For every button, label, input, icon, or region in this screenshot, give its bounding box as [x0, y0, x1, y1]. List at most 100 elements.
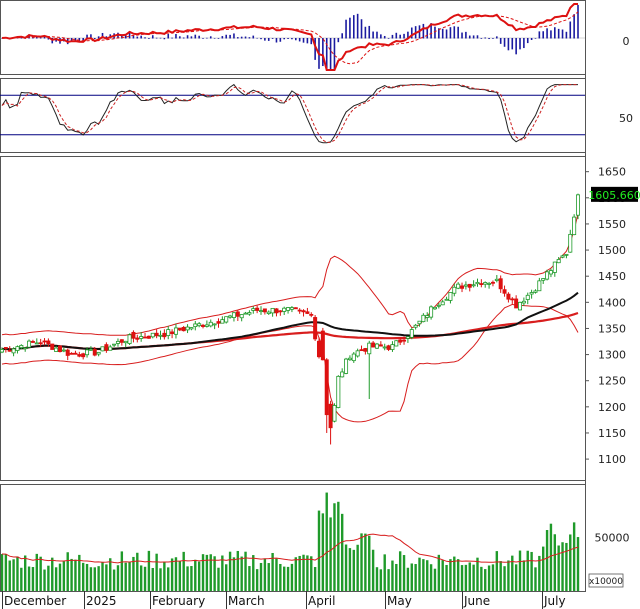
- candle-body: [220, 319, 225, 324]
- candle-body: [518, 301, 523, 311]
- candle-body: [239, 314, 244, 319]
- price-tick-label: 1250: [598, 375, 626, 388]
- volume-bar: [545, 530, 549, 591]
- candle-body: [313, 317, 318, 340]
- volume-bar: [317, 510, 321, 591]
- candle-body: [162, 332, 167, 338]
- candle-body: [390, 344, 395, 350]
- volume-bar: [557, 545, 560, 591]
- volume-bar: [101, 561, 104, 591]
- candle-body: [386, 345, 391, 350]
- volume-bar: [565, 542, 568, 591]
- candle-body: [332, 405, 337, 422]
- candle-body: [112, 343, 117, 346]
- volume-bar: [422, 559, 425, 591]
- panel-frame: [0, 0, 586, 75]
- volume-bar: [340, 513, 344, 591]
- price-tick-label: 1550: [598, 218, 626, 231]
- price-tick-label: 1450: [598, 270, 626, 283]
- volume-bar: [279, 563, 282, 591]
- volume-bar: [298, 555, 301, 591]
- candle-body: [146, 335, 151, 339]
- volume-bar: [16, 556, 19, 591]
- price-panel: [0, 193, 581, 445]
- volume-bar: [433, 568, 437, 591]
- volume-bar: [74, 559, 77, 591]
- candle-body: [324, 359, 329, 416]
- x-tick-label: December: [4, 594, 66, 608]
- price-tick-label: 1150: [598, 427, 626, 440]
- stochastic-k-line: [1, 83, 578, 144]
- panel-frame: [0, 156, 586, 481]
- candle-body: [293, 307, 298, 310]
- candle-body: [143, 336, 148, 339]
- volume-bar: [302, 554, 305, 591]
- candle-body: [54, 347, 59, 352]
- candle-body: [154, 332, 159, 337]
- volume-bar: [325, 492, 328, 591]
- volume-bar: [329, 517, 332, 591]
- candle-body: [189, 327, 194, 330]
- volume-bar: [221, 555, 224, 591]
- candle-body: [498, 278, 503, 290]
- volume-bar: [105, 564, 108, 591]
- candle-body: [77, 354, 82, 357]
- candle-body: [413, 324, 418, 328]
- candle-body: [483, 282, 488, 285]
- candle-body: [541, 278, 546, 281]
- volume-bar: [78, 554, 81, 591]
- candle-body: [328, 403, 333, 429]
- volume-bar: [244, 551, 247, 591]
- candle-body: [123, 340, 128, 344]
- candle-body: [429, 306, 434, 318]
- candle-body: [564, 253, 569, 256]
- volume-bar: [398, 551, 402, 591]
- volume-bar: [23, 555, 27, 591]
- candle-body: [115, 340, 120, 344]
- candle-body: [301, 310, 306, 313]
- volume-bar: [491, 564, 495, 591]
- volume-bar: [514, 564, 518, 591]
- candle-body: [460, 285, 465, 289]
- stochastic-d-line: [1, 84, 578, 143]
- candle-body: [378, 344, 383, 347]
- candle-body: [359, 349, 364, 352]
- candle-body: [158, 334, 163, 337]
- volume-bar: [364, 533, 367, 591]
- volume-bar: [228, 551, 232, 591]
- volume-bar: [209, 554, 212, 591]
- volume-bar: [445, 564, 448, 591]
- candle-body: [34, 342, 39, 345]
- volume-bar: [371, 549, 375, 591]
- candle-body: [448, 292, 453, 301]
- candle-body: [402, 339, 407, 342]
- volume-bar: [275, 558, 278, 591]
- candle-body: [247, 312, 252, 315]
- volume-bar: [112, 569, 116, 591]
- volume-bar: [321, 513, 325, 591]
- candle-body: [69, 352, 74, 355]
- volume-bar: [352, 549, 355, 591]
- volume-bar: [170, 558, 174, 591]
- volume-bar: [136, 552, 139, 591]
- volume-unit-box: [588, 573, 624, 588]
- candle-body: [494, 278, 499, 281]
- candle-body: [405, 336, 410, 339]
- volume-bar: [391, 560, 394, 591]
- volume-bar: [449, 559, 452, 591]
- candle-body: [96, 351, 101, 355]
- candle-body: [440, 301, 445, 306]
- candle-body: [46, 340, 51, 345]
- volume-bar: [418, 557, 421, 591]
- volume-bar: [248, 566, 251, 591]
- candle-body: [545, 271, 550, 280]
- price-tick-label: 1350: [598, 322, 626, 335]
- volume-bar: [487, 565, 491, 591]
- candle-body: [537, 280, 542, 292]
- candle-body: [340, 371, 345, 378]
- macd-tick-label: 0: [623, 35, 630, 48]
- candle-body: [262, 308, 267, 313]
- volume-bar: [217, 567, 220, 591]
- volume-panel: [0, 492, 580, 591]
- axes: 0501650160015501500145014001350130012501…: [0, 35, 640, 609]
